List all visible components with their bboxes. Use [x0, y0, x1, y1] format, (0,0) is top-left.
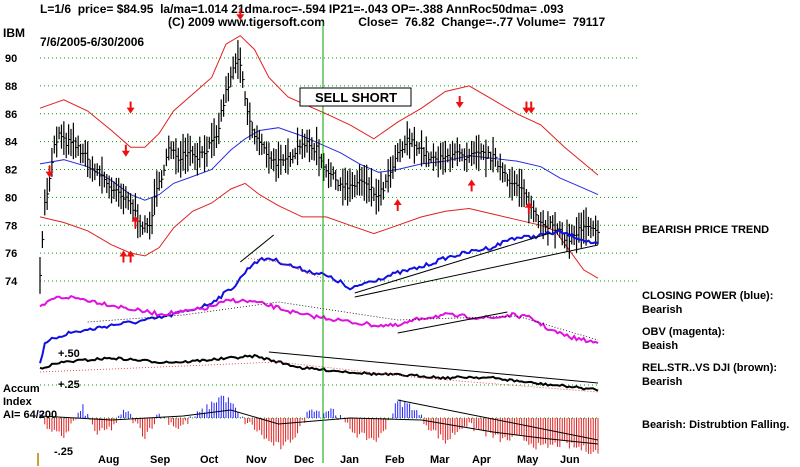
rs-ma [39, 361, 599, 393]
rs-trendline [268, 351, 599, 384]
month-label-aug: Aug [98, 454, 119, 466]
side-note-closing-power: CLOSING POWER (blue): Bearish [642, 290, 774, 316]
date-range: 7/6/2005-6/30/2006 [40, 35, 145, 49]
sell-arrow [45, 171, 54, 178]
obv [39, 294, 599, 344]
month-label-nov: Nov [246, 454, 268, 466]
upper-band [39, 35, 599, 176]
sell-arrow [527, 107, 536, 114]
lower-band [39, 182, 599, 279]
relative-strength [39, 353, 599, 392]
price-tick-80: 80 [5, 192, 17, 204]
obv-trendline [397, 311, 508, 334]
month-label-jan: Jan [340, 454, 359, 466]
price-tick-76: 76 [5, 248, 17, 260]
sell-arrow [121, 150, 130, 157]
price-tick-88: 88 [5, 81, 17, 93]
side-note-obv: OBV (magenta): Beaish [642, 326, 726, 352]
header-line-2: (C) 2009 www.tigersoft.com Close= 76.82 … [168, 15, 606, 29]
price-tick-86: 86 [5, 109, 17, 121]
sell-short-label: SELL SHORT [315, 90, 397, 105]
price-tick-90: 90 [5, 53, 17, 65]
accum-ma [39, 409, 599, 445]
cp-trendline-2 [354, 244, 599, 298]
month-label-jun: Jun [560, 454, 580, 466]
price-tick-78: 78 [5, 220, 17, 232]
buy-arrow [524, 201, 533, 208]
closing-power-line [39, 229, 599, 364]
ticker-label: IBM [3, 26, 25, 40]
accum-label: Accum Index AI= 64/200 [3, 383, 58, 421]
obv-ma [87, 301, 599, 341]
accum-trendline [397, 399, 599, 441]
buy-arrow [119, 250, 128, 257]
month-axis: Aug Sep Oct Nov Dec Jan Feb Mar Apr May Jun [98, 454, 580, 466]
month-label-dec: Dec [294, 454, 314, 466]
month-label-sep: Sep [150, 454, 170, 466]
accumulation-index [39, 395, 599, 454]
buy-arrow [393, 198, 402, 205]
accum-tick: +.50 [58, 348, 80, 360]
month-label-feb: Feb [385, 454, 405, 466]
price-axis-ticks: 74 76 78 80 82 84 86 88 90 +.50 +.25 -.25 [5, 53, 80, 458]
side-note-relstr: REL.STR..VS DJI (brown): Bearish [642, 362, 778, 388]
buy-arrow [467, 179, 476, 186]
buy-arrow [131, 215, 140, 222]
side-note-accum: Bearish: Distrubtion Falling. [642, 419, 790, 431]
price-tick-74: 74 [5, 276, 18, 288]
accum-tick: -.25 [54, 446, 73, 458]
obv-line [39, 294, 599, 344]
sell-short-box [299, 87, 412, 107]
cp-trendline-up [239, 234, 275, 263]
price-bars [39, 40, 600, 294]
price-tick-82: 82 [5, 165, 17, 177]
sell-arrow [455, 101, 464, 108]
price-tick-84: 84 [5, 137, 18, 149]
month-label-oct: Oct [200, 454, 219, 466]
month-label-mar: Mar [430, 454, 450, 466]
side-note-trend: BEARISH PRICE TREND [642, 224, 770, 236]
sell-arrow [236, 14, 245, 21]
header-line-1: L=1/6 price= $84.95 la/ma=1.014 21dma.ro… [40, 2, 564, 16]
signal-arrows [45, 8, 536, 263]
month-label-apr: Apr [472, 454, 492, 466]
closing-power [39, 229, 599, 364]
sell-arrow [126, 107, 135, 114]
cp-ma [245, 257, 322, 279]
cp-trendline [354, 232, 551, 294]
relative-strength-line [39, 351, 599, 393]
buy-arrow [126, 250, 135, 257]
accum-tick: +.25 [58, 379, 80, 391]
month-label-may: May [517, 454, 539, 466]
